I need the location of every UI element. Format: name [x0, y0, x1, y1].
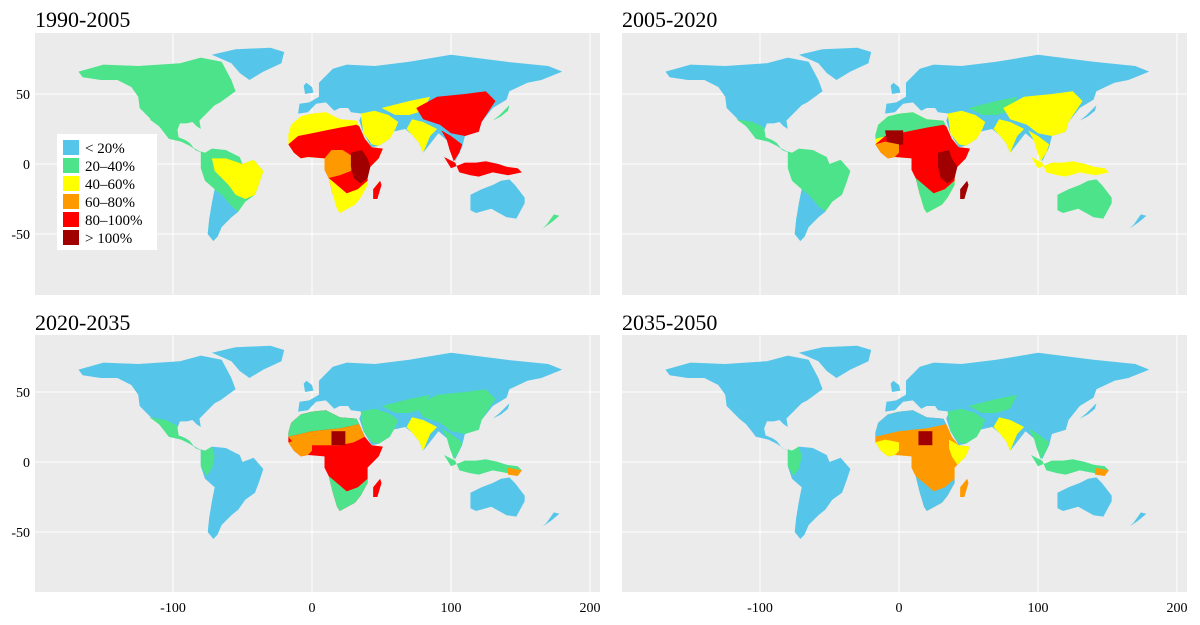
- x-tick-label: -100: [160, 601, 186, 616]
- x-tick-label: 200: [1167, 601, 1188, 616]
- legend-swatch: [63, 230, 79, 245]
- x-axis-labels: -100 0 100 200: [160, 601, 600, 616]
- legend-label: 60–80%: [85, 195, 135, 211]
- legend-label: > 100%: [85, 231, 132, 247]
- x-tick-label: -100: [747, 601, 773, 616]
- x-tick-label: 200: [580, 601, 601, 616]
- map-panel-2005-2020: 2005-2020: [622, 7, 1187, 295]
- map-panel-2020-2035: 2020-2035 50 0 -50 -100 0 100 200: [11, 310, 600, 616]
- y-axis-labels: 50 0 -50: [11, 386, 30, 541]
- x-tick-label: 100: [1028, 601, 1049, 616]
- panel-title: 2020-2035: [35, 310, 130, 335]
- y-tick-label: 0: [23, 456, 30, 471]
- y-axis-labels: 50 0 -50: [11, 88, 30, 243]
- legend-swatch: [63, 176, 79, 191]
- legend-label: 20–40%: [85, 159, 135, 175]
- x-axis-labels: -100 0 100 200: [747, 601, 1187, 616]
- x-tick-label: 0: [309, 601, 316, 616]
- legend-label: 40–60%: [85, 177, 135, 193]
- panel-title: 2035-2050: [622, 310, 717, 335]
- legend-swatch: [63, 158, 79, 173]
- legend-label: < 20%: [85, 141, 125, 157]
- y-tick-label: 50: [16, 386, 30, 401]
- legend: < 20% 20–40% 40–60% 60–80% 80–100% > 100%: [57, 134, 157, 250]
- y-tick-label: -50: [11, 526, 30, 541]
- y-tick-label: 0: [23, 158, 30, 173]
- map-panel-2035-2050: 2035-2050 -100 0 100 200: [622, 310, 1188, 616]
- legend-swatch: [63, 140, 79, 155]
- map-panel-1990-2005: 1990-2005 50 0 -50 < 20% 20–40% 40–60% 60–8…: [11, 7, 600, 295]
- x-tick-label: 100: [441, 601, 462, 616]
- y-tick-label: 50: [16, 88, 30, 103]
- y-tick-label: -50: [11, 228, 30, 243]
- panel-title: 1990-2005: [35, 7, 130, 32]
- legend-swatch: [63, 194, 79, 209]
- x-tick-label: 0: [896, 601, 903, 616]
- panel-title: 2005-2020: [622, 7, 717, 32]
- legend-swatch: [63, 212, 79, 227]
- legend-label: 80–100%: [85, 213, 143, 229]
